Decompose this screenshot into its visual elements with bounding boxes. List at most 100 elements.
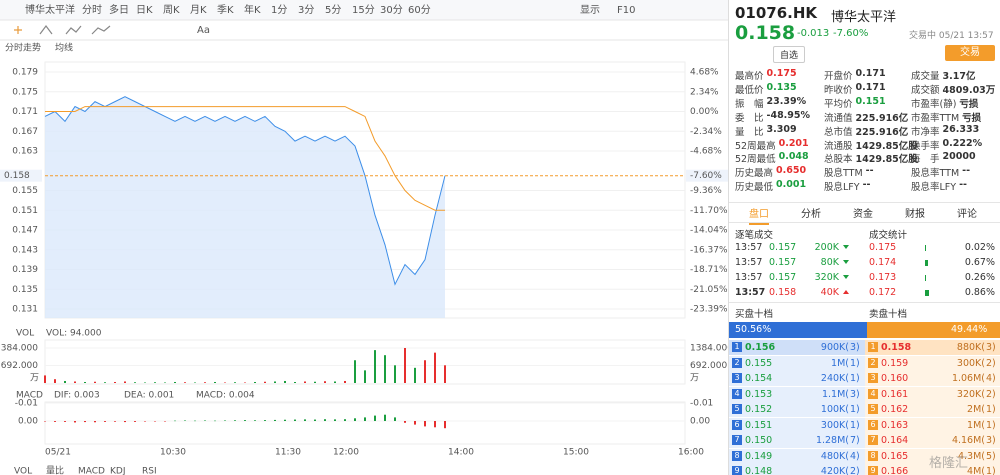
book-orders: 3) xyxy=(850,342,860,353)
x-tick-label: 16:00 xyxy=(678,448,704,458)
stat-bar xyxy=(925,275,927,281)
price-line xyxy=(44,96,446,286)
trade-arrow xyxy=(843,245,849,249)
volume-bar xyxy=(224,382,226,383)
font-tool[interactable]: Aa xyxy=(197,25,210,36)
stat-value: 0.222% xyxy=(942,137,983,149)
stat-label: 委 比 xyxy=(735,112,764,124)
stat-value: -- xyxy=(862,179,871,191)
book-orders: 3) xyxy=(986,435,996,446)
level-box: 3 xyxy=(868,373,878,383)
stat-bar xyxy=(925,260,929,266)
volume-bar xyxy=(354,360,356,383)
book-orders: 1) xyxy=(986,466,996,475)
book-qty: 4.3M( xyxy=(957,450,985,462)
x-tick-label: 15:00 xyxy=(563,448,589,458)
period-tab[interactable]: 5分 xyxy=(325,4,341,16)
icon xyxy=(39,25,53,35)
macd-bar xyxy=(174,420,176,422)
ask-share-label: 49.44% xyxy=(951,324,988,335)
level-box: 7 xyxy=(732,435,742,445)
pct-tick-label: -16.37% xyxy=(690,245,728,255)
trade-time: 13:57 xyxy=(735,242,763,253)
dif-label: DIF: 0.003 xyxy=(54,391,100,401)
book-qty: 1M( xyxy=(831,357,849,369)
level-box: 3 xyxy=(732,373,742,383)
macd-bar xyxy=(104,421,106,422)
macd-bar xyxy=(214,420,216,422)
period-tab[interactable]: 日K xyxy=(136,5,153,16)
stat: 流通股 1429.85亿股 xyxy=(824,138,918,152)
level-box: 2 xyxy=(868,357,878,368)
macd-bar xyxy=(224,420,226,421)
macd-bar xyxy=(44,421,46,422)
watch-button[interactable]: 自选 xyxy=(773,46,806,63)
stat-label: 历史最低 xyxy=(735,182,774,194)
macd-bar xyxy=(54,421,56,422)
trade-price: 0.158 xyxy=(769,287,797,298)
y-tick-label: 0.175 xyxy=(12,87,38,97)
volume-bar xyxy=(394,365,396,383)
display-menu[interactable]: 显示 xyxy=(580,4,600,16)
trade-price: 0.157 xyxy=(769,272,797,283)
period-tab[interactable]: 年K xyxy=(244,3,261,16)
stat: 量 比 3.309 xyxy=(735,124,797,138)
stat: 每 手 20000 xyxy=(911,151,976,165)
period-tab[interactable]: 周K xyxy=(163,4,180,16)
stat-bar xyxy=(925,290,930,296)
macd-bar xyxy=(404,421,406,423)
period-tab[interactable]: 1分 xyxy=(271,4,287,16)
indicator-tab[interactable]: 量比 xyxy=(46,465,64,475)
x-tick-label: 14:00 xyxy=(448,448,474,458)
tab[interactable]: 评论 xyxy=(957,209,977,220)
volume-bar xyxy=(244,382,246,383)
volume-bar xyxy=(174,381,176,383)
stat-label: 市净率 xyxy=(911,126,940,138)
pct-tick-label: -18.71% xyxy=(690,265,728,275)
macd-bar xyxy=(124,421,126,423)
tab[interactable]: 分析 xyxy=(801,209,821,220)
stat-value: 0.048 xyxy=(778,151,809,163)
pct-tick-label: -23.39% xyxy=(690,305,728,315)
volume-bar xyxy=(314,381,316,383)
macd-label: MACD: 0.004 xyxy=(196,391,255,401)
tab[interactable]: 盘口 xyxy=(749,205,769,225)
stat-label: 股息率TTM xyxy=(911,168,960,180)
period-tab[interactable]: 月K xyxy=(190,4,207,16)
period-tab[interactable]: 季K xyxy=(217,4,234,16)
book-row-bg xyxy=(729,433,865,448)
volume-bar xyxy=(164,382,166,383)
stat-value: 0.171 xyxy=(855,68,886,79)
indicator-tab[interactable]: VOL xyxy=(14,467,32,475)
book-orders: 5) xyxy=(986,450,996,462)
period-tab[interactable]: 分时 xyxy=(82,4,102,16)
trade-arrow xyxy=(843,290,849,294)
period-tab[interactable]: 30分 xyxy=(380,4,403,16)
period-tab[interactable]: 15分 xyxy=(352,4,375,16)
period-tab[interactable]: 3分 xyxy=(298,4,314,16)
book-price: 0.155 xyxy=(745,357,773,369)
pct-tick-label: -2.34% xyxy=(690,127,722,137)
indicator-tab[interactable]: KDJ xyxy=(110,467,126,475)
tab[interactable]: 财报 xyxy=(905,209,925,220)
stat: 52周最低 0.048 xyxy=(735,151,809,165)
book-price: 0.153 xyxy=(745,388,773,400)
period-tab[interactable]: 多日 xyxy=(109,3,129,16)
macd-bar xyxy=(314,419,316,421)
trade-button[interactable]: 交易 xyxy=(945,45,995,61)
chart-tab: 均线 xyxy=(55,42,73,54)
stat-value: -48.95% xyxy=(766,109,811,121)
book-price: 0.151 xyxy=(745,419,773,431)
volume-bar xyxy=(154,382,156,383)
book-qty: 240K( xyxy=(820,373,849,384)
x-tick-label: 12:00 xyxy=(333,448,359,458)
volume-bar xyxy=(144,382,146,383)
period-tab[interactable]: 60分 xyxy=(408,4,431,16)
change: -0.013 xyxy=(797,28,830,39)
volume-bar xyxy=(134,382,136,383)
price-area xyxy=(45,96,445,318)
indicator-tab[interactable]: RSI xyxy=(142,467,157,475)
tab[interactable]: 资金 xyxy=(853,209,873,220)
f10-button[interactable]: F10 xyxy=(617,5,635,16)
indicator-tab[interactable]: MACD xyxy=(78,467,105,475)
